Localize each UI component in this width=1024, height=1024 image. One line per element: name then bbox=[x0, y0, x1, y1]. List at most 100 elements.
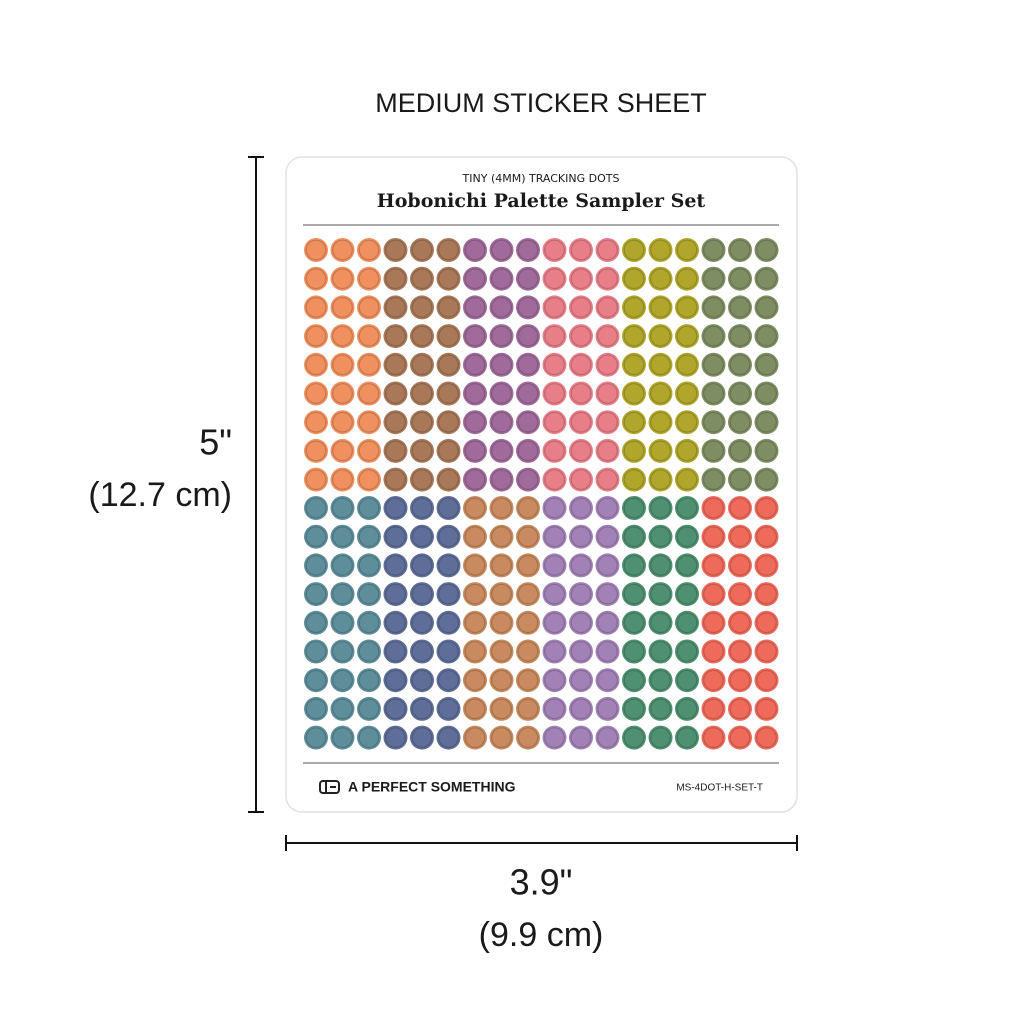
dot bbox=[358, 583, 380, 605]
dot bbox=[438, 669, 459, 691]
dot bbox=[491, 354, 512, 376]
dot bbox=[650, 555, 671, 576]
dot bbox=[332, 469, 353, 491]
dot bbox=[542, 324, 567, 349]
dot bbox=[623, 325, 645, 347]
dot bbox=[542, 238, 567, 262]
dot bbox=[754, 438, 779, 463]
dot bbox=[728, 295, 752, 320]
dot bbox=[650, 583, 671, 605]
dot bbox=[464, 268, 486, 290]
dot bbox=[569, 438, 593, 463]
dot bbox=[411, 727, 433, 748]
width-metric-label: (9.9 cm) bbox=[479, 916, 604, 954]
dot bbox=[516, 467, 540, 492]
dot bbox=[675, 324, 699, 349]
dot bbox=[622, 438, 646, 463]
dot bbox=[304, 668, 328, 693]
dot bbox=[410, 238, 434, 262]
dot bbox=[464, 469, 486, 491]
dot bbox=[648, 496, 673, 520]
dot bbox=[728, 696, 752, 721]
dot bbox=[463, 668, 487, 693]
dot bbox=[623, 239, 645, 261]
sheet-title: Hobonichi Palette Sampler Set bbox=[377, 190, 706, 212]
dot bbox=[729, 469, 751, 491]
dot bbox=[489, 352, 514, 377]
dot bbox=[648, 381, 673, 406]
dot bbox=[754, 553, 779, 578]
dot bbox=[330, 295, 355, 320]
dot bbox=[357, 381, 381, 406]
dot bbox=[410, 696, 434, 721]
dot bbox=[544, 354, 565, 376]
dot bbox=[569, 352, 593, 377]
dot bbox=[411, 526, 433, 548]
dot bbox=[385, 383, 406, 404]
dot bbox=[595, 668, 620, 693]
dot bbox=[305, 469, 327, 491]
dot bbox=[570, 440, 592, 462]
dot bbox=[464, 354, 486, 376]
dot bbox=[701, 238, 726, 262]
dot bbox=[436, 524, 461, 549]
dot bbox=[464, 727, 486, 748]
dot bbox=[756, 411, 777, 433]
dot bbox=[754, 524, 779, 549]
dot bbox=[756, 325, 777, 347]
dot bbox=[358, 641, 380, 662]
dot bbox=[438, 612, 459, 634]
dot bbox=[728, 639, 752, 664]
dot bbox=[544, 555, 565, 576]
dot bbox=[754, 496, 779, 520]
dot bbox=[756, 669, 777, 691]
dot bbox=[411, 325, 433, 347]
dot bbox=[623, 411, 645, 433]
dot bbox=[542, 467, 567, 492]
dot bbox=[516, 553, 540, 578]
dot bbox=[703, 411, 724, 433]
dot bbox=[650, 268, 671, 290]
dot bbox=[516, 696, 540, 721]
dot bbox=[330, 324, 355, 349]
dot bbox=[463, 352, 487, 377]
dot bbox=[438, 526, 459, 548]
dot bbox=[436, 381, 461, 406]
dot bbox=[675, 582, 699, 607]
dot bbox=[464, 526, 486, 548]
dot bbox=[438, 440, 459, 462]
dot bbox=[332, 583, 353, 605]
dot bbox=[597, 555, 618, 576]
dot bbox=[358, 268, 380, 290]
dot bbox=[491, 669, 512, 691]
dot bbox=[570, 411, 592, 433]
dot bbox=[544, 297, 565, 318]
dot bbox=[754, 295, 779, 320]
dot bbox=[463, 639, 487, 664]
dot bbox=[650, 354, 671, 376]
dot bbox=[438, 641, 459, 662]
height-dimension-line bbox=[248, 156, 264, 813]
dot bbox=[385, 698, 406, 720]
dot bbox=[648, 639, 673, 664]
dot bbox=[385, 526, 406, 548]
dot bbox=[648, 295, 673, 320]
dot bbox=[595, 524, 620, 549]
dot bbox=[729, 325, 751, 347]
dot bbox=[464, 297, 486, 318]
dot bbox=[595, 295, 620, 320]
dot bbox=[332, 526, 353, 548]
dot bbox=[703, 354, 724, 376]
dot bbox=[383, 295, 408, 320]
dot bbox=[542, 725, 567, 750]
dot bbox=[464, 698, 486, 720]
dot bbox=[595, 725, 620, 750]
dot bbox=[357, 295, 381, 320]
dot bbox=[597, 669, 618, 691]
dot bbox=[383, 696, 408, 721]
dot bbox=[728, 324, 752, 349]
dot bbox=[304, 639, 328, 664]
dot bbox=[517, 698, 539, 720]
dot bbox=[650, 698, 671, 720]
dot bbox=[305, 583, 327, 605]
